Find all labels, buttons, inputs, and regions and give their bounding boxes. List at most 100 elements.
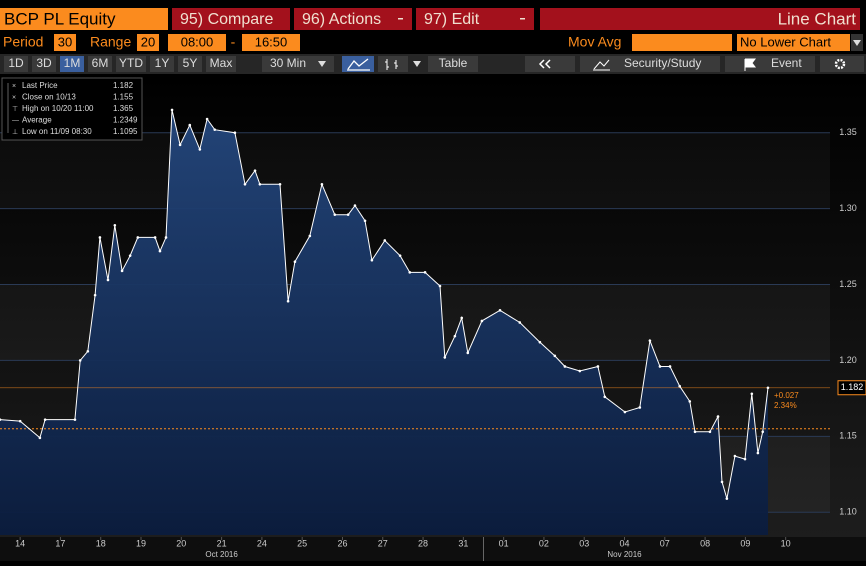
- range-button[interactable]: [116, 56, 146, 72]
- price-point: [38, 436, 42, 440]
- price-point: [370, 258, 374, 262]
- menu-label: 97) Edit: [424, 11, 480, 28]
- last-price-tag: [837, 380, 866, 396]
- price-point: [136, 236, 140, 239]
- range-button[interactable]: [32, 56, 56, 72]
- range-value: 20: [141, 34, 155, 49]
- price-point: [638, 406, 642, 409]
- legend-label: Last Price: [22, 81, 58, 90]
- price-point: [308, 234, 312, 238]
- x-tick-label: 14: [15, 538, 25, 548]
- menu-buttons: 95) Compare 96) Actions 97) Edit: [172, 8, 534, 30]
- range-box[interactable]: [137, 34, 159, 51]
- x-tick-label: 26: [337, 538, 347, 548]
- price-point: [233, 131, 237, 134]
- x-tick-label: 28: [418, 538, 428, 548]
- ticker-box[interactable]: [0, 8, 168, 30]
- price-point: [623, 410, 627, 414]
- price-point: [120, 269, 124, 273]
- x-axis-band: [0, 537, 866, 561]
- menu-button[interactable]: [294, 8, 412, 30]
- gear-icon: [834, 58, 846, 70]
- price-point: [423, 271, 427, 274]
- dropdown-arrow: [853, 40, 861, 46]
- price-point: [750, 392, 754, 396]
- collapse-button[interactable]: [525, 56, 575, 72]
- price-point: [106, 278, 110, 282]
- ticker: BCP PL Equity: [4, 9, 116, 28]
- study-button[interactable]: [580, 56, 720, 72]
- view-box[interactable]: [540, 8, 860, 30]
- price-point: [363, 219, 367, 223]
- table-button[interactable]: [428, 56, 478, 72]
- legend-value: 1.182: [113, 81, 134, 90]
- x-tick-label: 02: [539, 538, 549, 548]
- price-point: [678, 384, 682, 388]
- settings-button[interactable]: [820, 56, 864, 72]
- month-label: Oct 2016: [205, 550, 238, 559]
- price-point: [563, 365, 567, 368]
- x-tick-label: 21: [217, 538, 227, 548]
- y-tick-label: 1.20: [839, 355, 857, 365]
- end-box[interactable]: [242, 34, 300, 51]
- price-point: [708, 430, 712, 434]
- range-label: Max: [210, 56, 233, 70]
- price-point: [78, 359, 82, 362]
- end-time: 16:50: [255, 34, 288, 49]
- collapse-icon: [538, 59, 551, 69]
- range-button[interactable]: [88, 56, 112, 72]
- last-price-tag-label: 1.182: [841, 382, 864, 392]
- start-box[interactable]: [168, 34, 226, 51]
- x-tick-label: 10: [781, 538, 791, 548]
- range-button[interactable]: [150, 56, 174, 72]
- x-tick-label: 17: [55, 538, 65, 548]
- price-point: [725, 497, 729, 500]
- legend-value: 1.1095: [113, 127, 138, 136]
- lower-chart: No Lower Chart: [740, 34, 831, 49]
- range-label: 1M: [64, 56, 81, 70]
- month-label: Nov 2016: [607, 550, 642, 559]
- range-button[interactable]: [206, 56, 236, 72]
- view-title: Line Chart: [778, 9, 857, 28]
- interval-button[interactable]: [262, 56, 334, 72]
- time-separator: -: [231, 34, 236, 50]
- price-point: [733, 454, 737, 458]
- menu-button[interactable]: [416, 8, 534, 30]
- price-point: [18, 419, 22, 423]
- bar-icon-button[interactable]: [378, 56, 408, 72]
- price-point: [658, 365, 662, 368]
- dropdown-mark: [398, 18, 403, 20]
- price-point: [188, 123, 192, 127]
- study-icon: [593, 59, 610, 71]
- mov-avg-box[interactable]: [632, 34, 732, 51]
- period-box[interactable]: [54, 34, 76, 51]
- interval: 30 Min: [270, 56, 306, 70]
- event-icon: [744, 58, 756, 71]
- range-button[interactable]: [4, 56, 28, 72]
- x-tick-label: 31: [458, 538, 468, 548]
- table: Table: [439, 56, 468, 70]
- legend-symbol: ⊤: [12, 106, 18, 113]
- x-tick-label: 07: [660, 538, 670, 548]
- y-tick-label: 1.15: [839, 431, 857, 441]
- range-label: YTD: [119, 56, 143, 70]
- legend-symbol: ⊥: [12, 129, 18, 136]
- x-tick-label: 27: [378, 538, 388, 548]
- legend-symbol: —: [12, 117, 19, 124]
- range-button[interactable]: [178, 56, 202, 72]
- price-point: [43, 418, 47, 421]
- price-point: [73, 418, 77, 421]
- range-button[interactable]: [60, 56, 84, 72]
- price-point: [243, 183, 247, 186]
- menu-button[interactable]: [172, 8, 290, 30]
- menu-label: 95) Compare: [180, 11, 273, 28]
- price-point: [766, 386, 770, 390]
- y-tick-label: 1.35: [839, 127, 857, 137]
- y-tick-label: 1.30: [839, 203, 857, 213]
- price-point: [603, 395, 607, 399]
- legend-label: Average: [22, 116, 52, 125]
- price-point: [383, 239, 387, 242]
- lower-chart-box[interactable]: [737, 34, 850, 51]
- legend-value: 1.365: [113, 104, 134, 113]
